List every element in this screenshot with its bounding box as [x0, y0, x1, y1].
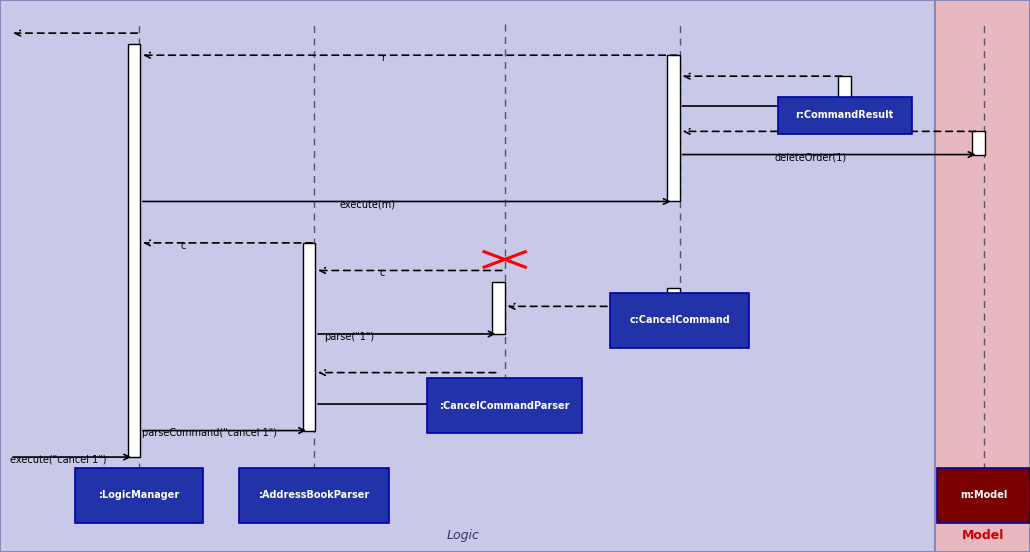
FancyBboxPatch shape: [75, 468, 204, 523]
Text: c:CancelCommand: c:CancelCommand: [629, 315, 730, 325]
Text: :LogicManager: :LogicManager: [99, 490, 179, 500]
FancyBboxPatch shape: [937, 468, 1030, 523]
FancyBboxPatch shape: [778, 97, 912, 134]
Bar: [303, 243, 315, 431]
Text: parseCommand("cancel 1"): parseCommand("cancel 1"): [142, 428, 277, 438]
Bar: [667, 55, 680, 201]
Text: Model: Model: [961, 529, 1004, 542]
Text: c: c: [379, 268, 384, 278]
Bar: [492, 282, 505, 334]
Text: deleteOrder(1): deleteOrder(1): [775, 152, 847, 162]
Text: r:CommandResult: r:CommandResult: [795, 110, 894, 120]
Bar: [972, 131, 985, 155]
Text: m:Model: m:Model: [960, 490, 1007, 500]
Text: parse("1"): parse("1"): [324, 332, 375, 342]
FancyBboxPatch shape: [427, 378, 582, 433]
Bar: [492, 381, 505, 404]
Bar: [838, 76, 851, 99]
FancyBboxPatch shape: [239, 468, 388, 523]
Text: :AddressBookParser: :AddressBookParser: [259, 490, 370, 500]
Text: execute(m): execute(m): [340, 199, 396, 209]
Text: c: c: [180, 241, 185, 251]
Bar: [128, 44, 140, 457]
Bar: [667, 288, 680, 306]
Text: r: r: [381, 53, 385, 63]
Bar: [935, 0, 1030, 552]
Text: execute("cancel 1"): execute("cancel 1"): [10, 455, 107, 465]
Text: :CancelCommandParser: :CancelCommandParser: [440, 401, 570, 411]
Text: Logic: Logic: [447, 529, 480, 542]
FancyBboxPatch shape: [610, 293, 750, 348]
